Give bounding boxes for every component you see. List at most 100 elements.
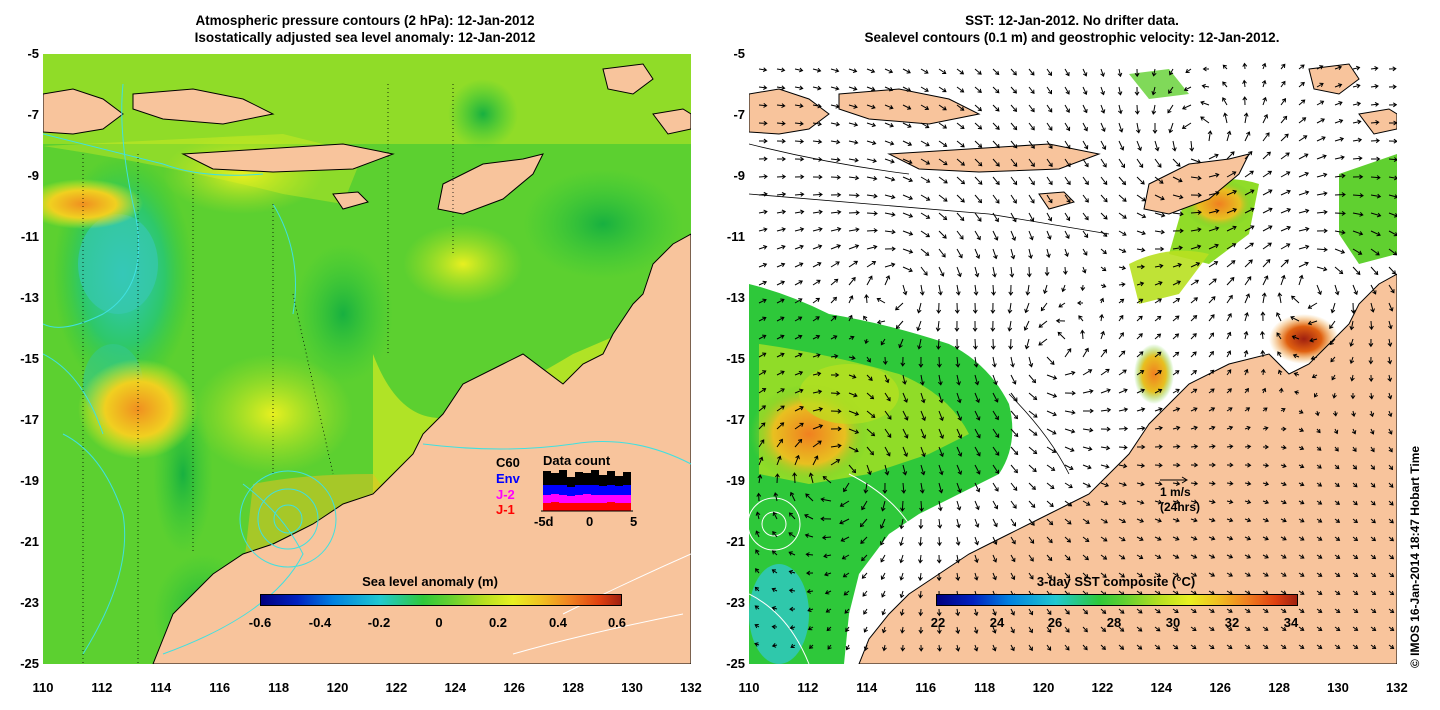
velocity-arrow [1388,66,1397,72]
velocity-arrow [1298,518,1305,523]
velocity-arrow [1244,259,1253,268]
velocity-arrow [1291,335,1300,340]
velocity-arrow [830,192,842,198]
velocity-arrow [1134,86,1140,96]
velocity-arrow [1243,349,1249,358]
velocity-arrow [866,68,876,74]
velocity-arrow [1226,313,1232,322]
velocity-arrow [902,410,909,421]
velocity-arrow [794,298,803,304]
velocity-arrow [1298,590,1305,595]
velocity-arrow [954,302,960,314]
velocity-arrow [1208,536,1216,541]
velocity-arrow [1370,644,1377,650]
velocity-arrow [1262,242,1272,250]
velocity-arrow [804,533,814,538]
velocity-arrow [1349,356,1355,364]
velocity-arrow [917,338,922,350]
velocity-arrow [1334,608,1341,613]
velocity-arrow [1136,158,1144,169]
velocity-arrow [1028,410,1038,418]
velocity-arrow [866,275,873,286]
velocity-arrow [938,86,947,93]
velocity-arrow [1190,333,1197,340]
velocity-arrow [1278,387,1284,394]
velocity-arrow [992,86,1000,94]
velocity-arrow [992,554,998,563]
velocity-arrow [866,428,876,437]
velocity-arrow [830,244,842,250]
velocity-arrow [1190,462,1199,468]
velocity-arrow [1352,446,1357,453]
legend-j1-label: J-1 [496,502,515,517]
velocity-arrow [916,320,922,332]
velocity-arrow [1226,151,1235,160]
velocity-arrow [1190,370,1197,376]
velocity-arrow [794,121,804,127]
velocity-arrow [956,230,964,240]
velocity-arrow [974,464,981,475]
velocity-arrow [1294,390,1300,395]
velocity-arrow [1368,356,1374,365]
velocity-arrow [1316,446,1322,451]
velocity-arrow [830,426,842,432]
y-axis-tick-label: -11 [20,229,39,244]
velocity-arrow [1064,122,1071,132]
velocity-arrow [1118,388,1128,394]
velocity-arrow [1316,518,1323,523]
velocity-arrow [848,157,859,163]
velocity-arrow [1222,97,1228,106]
velocity-arrow [1118,332,1124,340]
velocity-arrow [1064,230,1070,239]
velocity-arrow [1136,644,1143,650]
velocity-arrow [1293,372,1300,377]
velocity-arrow [1226,499,1234,505]
velocity-arrow [1370,120,1380,125]
velocity-arrow [1316,65,1324,70]
velocity-arrow [1208,481,1216,486]
velocity-arrow [755,549,760,556]
velocity-arrow [895,320,904,330]
velocity-arrow [902,86,912,92]
velocity-arrow [1316,284,1322,296]
velocity-arrow [902,122,912,128]
velocity-arrow [848,68,858,73]
velocity-arrow [1172,140,1177,152]
data-count-bar-segment [559,503,567,511]
velocity-arrow [1046,572,1052,580]
velocity-arrow [774,473,780,484]
velocity-arrow [972,302,978,314]
velocity-arrow [1262,225,1273,232]
velocity-arrow [1118,518,1127,524]
velocity-arrow [789,625,796,630]
velocity-arrow [1064,248,1069,258]
velocity-arrow [1046,410,1057,417]
velocity-arrow [830,353,839,359]
velocity-arrow [1262,626,1269,631]
velocity-arrow [1190,644,1197,650]
velocity-arrow [812,297,821,304]
velocity-arrow [848,374,857,379]
velocity-arrow [1025,284,1031,296]
velocity-arrow [974,248,981,260]
x-axis-tick-label: 110 [32,680,54,695]
velocity-arrow [848,464,857,474]
velocity-arrow [1226,517,1234,523]
velocity-arrow [1154,212,1166,218]
velocity-arrow [1136,572,1144,578]
velocity-arrow [884,374,890,384]
velocity-arrow [1208,517,1216,523]
velocity-arrow [758,334,767,340]
velocity-arrow [1370,428,1375,435]
velocity-arrow [1222,81,1228,88]
velocity-arrow [1100,426,1111,432]
velocity-arrow [1226,225,1237,232]
velocity-arrow [1154,315,1162,322]
velocity-arrow [776,262,786,268]
velocity-arrow [919,374,925,386]
velocity-arrow [1262,517,1270,523]
velocity-arrow [1046,518,1054,526]
velocity-arrow [812,244,823,250]
velocity-arrow [1333,428,1339,435]
data-count-bar-segment [607,502,615,511]
